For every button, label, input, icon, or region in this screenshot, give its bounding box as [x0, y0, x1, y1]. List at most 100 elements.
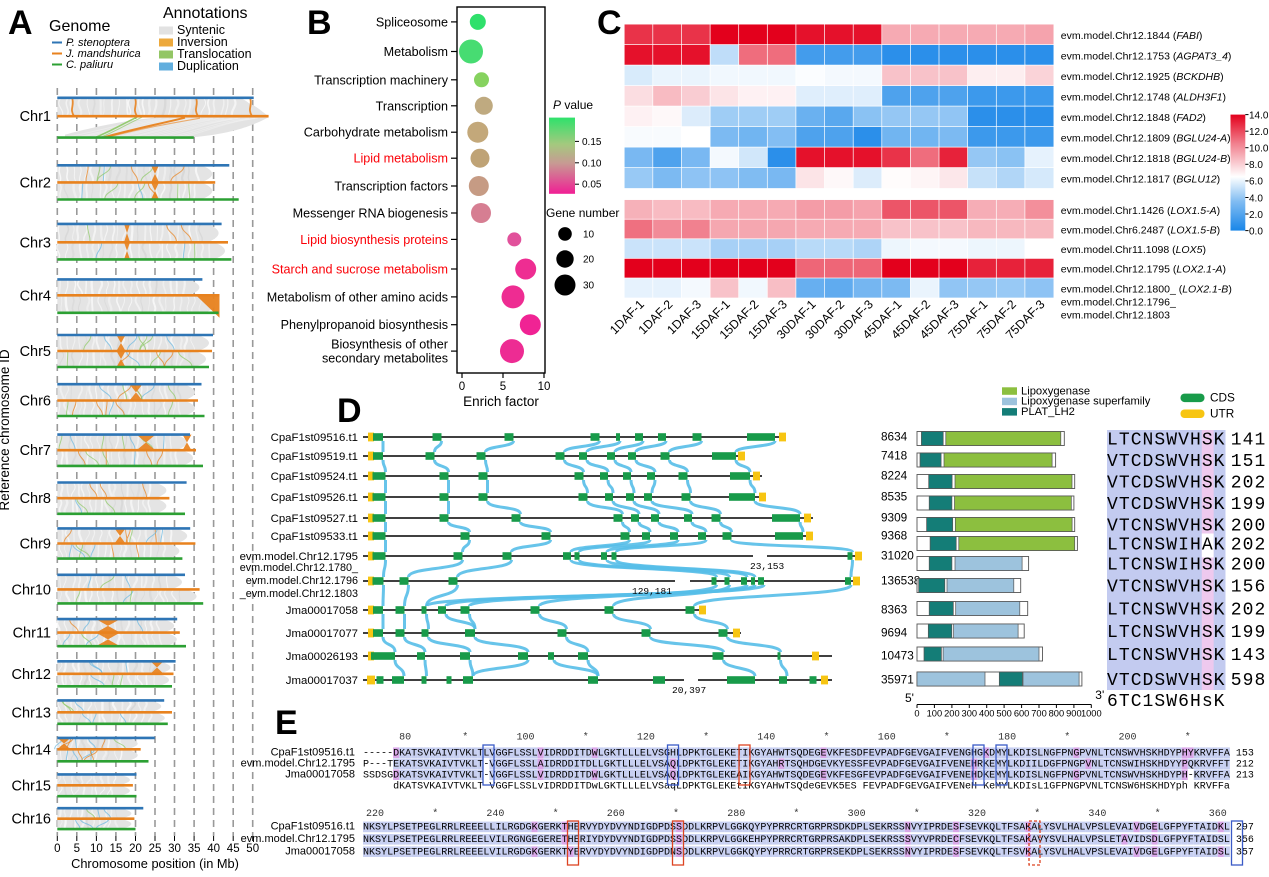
- svg-text:*: *: [914, 808, 920, 820]
- svg-text:VTCNSWVHSK: VTCNSWVHSK: [1107, 578, 1226, 598]
- svg-text:Chr15: Chr15: [12, 778, 52, 794]
- svg-text:CDS: CDS: [1210, 391, 1235, 405]
- svg-text:199: 199: [1231, 495, 1267, 515]
- svg-text:700: 700: [1031, 709, 1047, 719]
- svg-text:CpaF1st09524.t1: CpaF1st09524.t1: [271, 471, 358, 483]
- svg-text:Chr6: Chr6: [20, 394, 51, 410]
- svg-text:0.10: 0.10: [582, 158, 602, 169]
- svg-text:evm.model.Chr12.1818 (BGLU24-B: evm.model.Chr12.1818 (BGLU24-B): [1061, 153, 1231, 165]
- svg-text:Syntenic: Syntenic: [177, 23, 225, 37]
- svg-text:297: 297: [1236, 823, 1254, 834]
- svg-text:*: *: [1064, 731, 1070, 743]
- svg-text:Chr14: Chr14: [12, 742, 52, 758]
- svg-text:Genome: Genome: [49, 18, 110, 35]
- svg-text:200: 200: [944, 709, 960, 719]
- svg-text:Chr9: Chr9: [20, 537, 51, 553]
- svg-text:10: 10: [90, 843, 103, 855]
- svg-text:6TC1SW6HsK: 6TC1SW6HsK: [1107, 692, 1226, 712]
- svg-text:PLAT_LH2: PLAT_LH2: [1021, 406, 1075, 418]
- svg-text:Chr2: Chr2: [20, 175, 51, 191]
- svg-text:Transcription factors: Transcription factors: [334, 180, 448, 194]
- svg-text:202: 202: [1231, 474, 1267, 494]
- svg-text:300: 300: [848, 809, 866, 820]
- svg-text:LTCNSWIHSK: LTCNSWIHSK: [1107, 556, 1226, 576]
- svg-text:A: A: [8, 4, 33, 42]
- svg-text:*: *: [703, 731, 709, 743]
- svg-text:136538: 136538: [881, 574, 921, 588]
- svg-text:Metabolism of other amino acid: Metabolism of other amino acids: [267, 290, 448, 304]
- svg-text:Jma00017077: Jma00017077: [286, 628, 358, 640]
- svg-text:120: 120: [637, 732, 655, 743]
- svg-text:100: 100: [516, 732, 534, 743]
- svg-text:280: 280: [727, 809, 745, 820]
- svg-text:*: *: [583, 731, 589, 743]
- svg-text:6.0: 6.0: [1249, 177, 1263, 188]
- svg-text:VTCDSWVHSK: VTCDSWVHSK: [1107, 474, 1226, 494]
- svg-text:Starch and sucrose metabolism: Starch and sucrose metabolism: [272, 263, 448, 277]
- svg-text:Chromosome position (in Mb): Chromosome position (in Mb): [71, 856, 239, 871]
- svg-text:Inversion: Inversion: [177, 35, 228, 49]
- svg-text:Chr8: Chr8: [20, 491, 51, 507]
- svg-text:VTCDSWVHSK: VTCDSWVHSK: [1107, 452, 1226, 472]
- svg-text:7418: 7418: [881, 449, 908, 463]
- svg-text:35971: 35971: [881, 673, 914, 687]
- svg-text:CpaF1st09516.t1: CpaF1st09516.t1: [271, 746, 355, 758]
- svg-text:199: 199: [1231, 623, 1267, 643]
- svg-text:240: 240: [486, 809, 504, 820]
- svg-text:VTCDSWVHSK: VTCDSWVHSK: [1107, 671, 1226, 691]
- svg-text:10.0: 10.0: [1249, 144, 1269, 155]
- svg-text:evm.model.Chr12.1844 (FABI): evm.model.Chr12.1844 (FABI): [1061, 30, 1203, 42]
- svg-text:Chr5: Chr5: [20, 344, 51, 360]
- svg-text:10473: 10473: [881, 649, 914, 663]
- svg-text:8224: 8224: [881, 469, 908, 483]
- svg-text:CpaF1st09527.t1: CpaF1st09527.t1: [271, 513, 358, 525]
- svg-text:14.0: 14.0: [1249, 110, 1269, 121]
- svg-text:357: 357: [1236, 847, 1254, 858]
- svg-text:Enrich factor: Enrich factor: [463, 394, 539, 409]
- svg-text:VTCNSWVHSK: VTCNSWVHSK: [1107, 517, 1226, 537]
- svg-text:CpaF1st09533.t1: CpaF1st09533.t1: [271, 531, 358, 543]
- svg-text:140: 140: [757, 732, 775, 743]
- svg-text:evm.model.Chr12.1795: evm.model.Chr12.1795: [241, 757, 355, 769]
- svg-text:143: 143: [1231, 646, 1267, 666]
- svg-text:5: 5: [500, 381, 506, 393]
- svg-text:320: 320: [968, 809, 986, 820]
- svg-text:LTCNSWVHSK: LTCNSWVHSK: [1107, 601, 1226, 621]
- svg-text:evm.model.Chr12.1796: evm.model.Chr12.1796: [246, 575, 358, 587]
- svg-text:0.15: 0.15: [582, 137, 602, 148]
- svg-text:*: *: [673, 808, 679, 820]
- svg-text:8634: 8634: [881, 430, 908, 444]
- svg-text:20: 20: [583, 255, 595, 266]
- svg-text:UTR: UTR: [1210, 407, 1234, 421]
- svg-text:Jma00017058: Jma00017058: [285, 768, 355, 780]
- svg-text:D: D: [337, 392, 362, 430]
- svg-text:Lipoxygenase: Lipoxygenase: [1021, 385, 1090, 397]
- svg-text:evm.model.Chr11.1098 (LOX5): evm.model.Chr11.1098 (LOX5): [1061, 244, 1206, 256]
- svg-text:*: *: [823, 731, 829, 743]
- svg-text:Duplication: Duplication: [177, 59, 239, 73]
- svg-text:Chr16: Chr16: [12, 812, 52, 828]
- svg-text:356: 356: [1236, 835, 1254, 846]
- svg-text:Lipoxygenase superfamily: Lipoxygenase superfamily: [1021, 396, 1151, 408]
- svg-text:15: 15: [110, 843, 123, 855]
- svg-text:340: 340: [1088, 809, 1106, 820]
- svg-text:200: 200: [1118, 732, 1136, 743]
- svg-text:5: 5: [74, 843, 80, 855]
- svg-text:598: 598: [1231, 671, 1267, 691]
- svg-text:8363: 8363: [881, 603, 908, 617]
- svg-text:NKSYLPSETPEGLRRLREEELVILRGDGKG: NKSYLPSETPEGLRRLREEELVILRGDGKGERKTYERVYD…: [363, 847, 1230, 858]
- svg-text:CpaF1st09526.t1: CpaF1st09526.t1: [271, 492, 358, 504]
- svg-text:1000: 1000: [1081, 709, 1102, 719]
- svg-text:Chr1: Chr1: [20, 109, 51, 125]
- svg-text:dKATSVKAIVTVKLT VGGFLSSLvIDRDD: dKATSVKAIVTVKLT VGGFLSSLvIDRDDITDwLGKTLL…: [363, 780, 1230, 792]
- svg-text:600: 600: [1014, 709, 1030, 719]
- svg-text:evm.model.Chr12.1803: evm.model.Chr12.1803: [1061, 309, 1170, 321]
- svg-text:P---TEKATSVKAIVTVKLT-VGGFLSSLA: P---TEKATSVKAIVTVKLT-VGGFLSSLAIDRDDITDLL…: [363, 759, 1230, 770]
- svg-text:evm.model.Chr6.2487 (LOX1.5-B): evm.model.Chr6.2487 (LOX1.5-B): [1061, 225, 1220, 237]
- svg-text:260: 260: [607, 809, 625, 820]
- svg-text:Lipid biosynthesis proteins: Lipid biosynthesis proteins: [300, 233, 448, 247]
- svg-text:CpaF1st09516.t1: CpaF1st09516.t1: [271, 821, 355, 833]
- svg-text:200: 200: [1231, 556, 1267, 576]
- svg-text:0.0: 0.0: [1249, 226, 1263, 237]
- svg-text:45: 45: [227, 843, 240, 855]
